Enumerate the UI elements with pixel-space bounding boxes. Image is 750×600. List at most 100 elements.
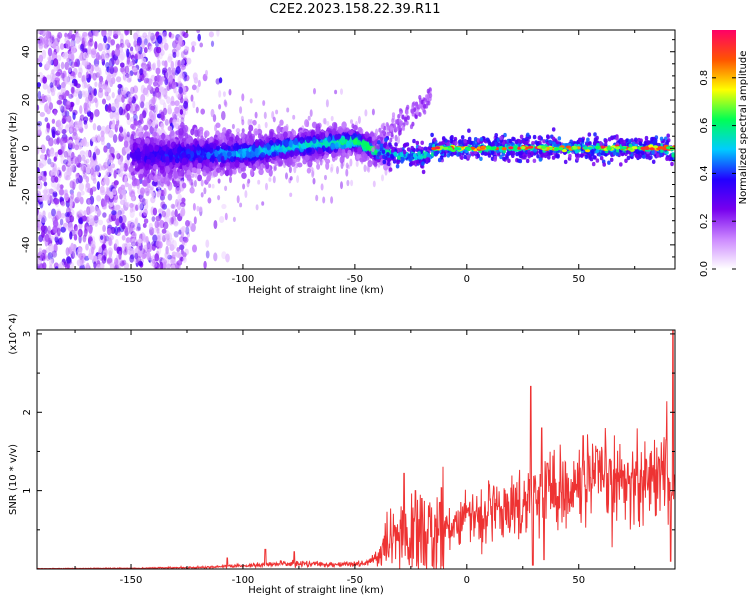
noise-mark [219,215,225,224]
noise-mark [68,148,72,156]
noise-mark [64,76,70,83]
noise-mark [60,85,66,95]
noise-mark [143,218,149,224]
noise-mark [203,260,207,269]
noise-mark [152,81,158,87]
noise-mark [50,161,55,168]
noise-mark [53,79,58,86]
noise-mark [69,30,73,36]
noise-mark [105,186,110,194]
noise-mark [140,62,146,68]
noise-mark [79,162,85,172]
scatter-mark [312,177,316,185]
noise-mark [155,67,161,75]
noise-mark [144,38,148,46]
noise-mark [170,100,176,106]
scatter-mark [371,108,375,116]
noise-mark [59,43,65,50]
scatter-mark [330,196,334,204]
noise-mark [95,148,101,156]
noise-mark [177,75,182,85]
noise-mark [235,128,241,134]
noise-mark [159,99,166,105]
noise-mark [128,73,132,82]
noise-mark [53,138,58,145]
noise-mark [71,33,76,41]
band-mark [206,151,211,160]
noise-mark [180,64,186,70]
noise-mark [129,107,134,114]
noise-mark [156,58,161,67]
noise-mark [38,54,44,63]
scatter-mark [340,181,343,190]
noise-mark [183,100,189,109]
noise-mark [41,215,47,224]
noise-mark [160,201,166,209]
noise-mark [45,128,50,135]
scatter-mark [273,165,277,171]
band-mark [163,176,168,185]
noise-mark [61,164,66,172]
scatter-mark [345,168,349,177]
band-mark [225,132,230,141]
line-envelope-mark [532,134,537,140]
noise-mark [70,242,74,250]
wisp-mark [371,147,375,153]
band-mark [289,150,295,157]
noise-mark [73,223,78,232]
wisp-mark [380,124,384,130]
scatter-mark [228,88,232,96]
noise-mark [124,93,129,99]
noise-mark [178,229,182,235]
band-mark [150,156,156,163]
noise-mark [108,129,114,138]
noise-mark [137,188,141,195]
noise-mark [53,109,58,116]
noise-mark [208,31,214,38]
noise-mark [127,183,133,192]
noise-mark [160,122,165,130]
band-mark [364,153,368,159]
band-mark [365,142,370,151]
noise-mark [56,227,61,237]
noise-mark [109,191,114,200]
noise-mark [89,189,93,196]
band-mark [317,147,324,154]
noise-mark [221,110,226,121]
noise-mark [117,30,121,36]
band-mark [241,172,247,179]
band-mark [248,151,253,159]
noise-mark [130,54,135,61]
noise-mark [123,140,129,148]
band-mark [130,123,135,129]
noise-mark [77,71,82,79]
noise-mark [177,59,182,68]
scatter-mark [275,109,279,115]
noise-mark [119,207,125,217]
scatter-mark [346,179,350,187]
noise-mark [126,246,131,255]
noise-mark [142,208,148,216]
noise-mark [183,95,188,101]
noise-mark [66,115,72,123]
noise-mark [142,32,148,38]
noise-mark [85,71,90,79]
noise-mark [73,233,78,241]
scatter-mark [320,183,324,191]
band-mark [270,145,275,152]
noise-mark [102,224,106,233]
noise-mark [62,70,67,78]
noise-mark [48,264,53,269]
scatter-mark [249,118,253,125]
noise-mark [122,259,127,266]
scatter-mark [334,89,338,95]
band-mark [300,143,306,150]
noise-mark [67,221,74,229]
scatter-mark [296,175,300,184]
band-mark [239,162,245,169]
band-mark [357,126,363,133]
noise-mark [97,42,104,52]
band-mark [364,131,370,139]
noise-mark [126,112,130,121]
